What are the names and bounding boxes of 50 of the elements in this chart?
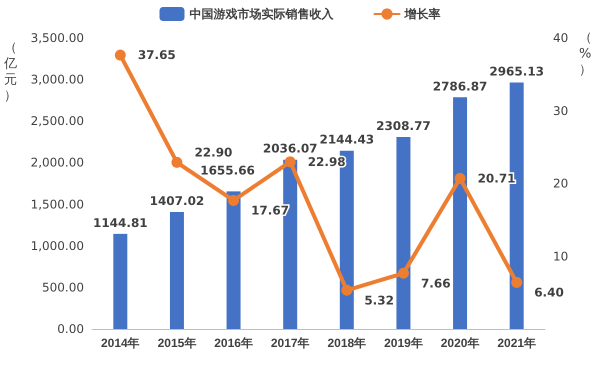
data-label: 5.32 [364,293,394,308]
y-tick-label: 1,000.00 [30,238,84,253]
data-label: 7.66 [420,276,451,290]
y2-axis-title: （%） [579,30,592,78]
x-tick-label: 2021年 [497,336,536,350]
y2-tick-label: 30 [553,104,568,118]
y-tick-label: 0.00 [57,322,84,336]
y2-tick-label: 20 [553,176,568,190]
x-tick-label: 2014年 [100,336,140,350]
bar [396,137,410,329]
bar [113,234,128,329]
x-tick-label: 2017年 [270,336,310,350]
y-tick-label: 2,000.00 [30,156,84,170]
x-tick-label: 2019年 [384,336,423,350]
data-label: 2144.43 [319,132,374,147]
x-tick-label: 2015年 [158,336,196,350]
data-label: 37.65 [138,48,176,62]
data-label: 2786.87 [432,79,488,94]
point [454,172,466,184]
bar [170,212,184,329]
x-tick-label: 2016年 [214,336,253,350]
point [114,50,126,61]
legend-label: 中国游戏市场实际销售收入 [190,7,334,21]
data-label: 22.90 [194,145,232,160]
legend-label: 增长率 [404,7,440,21]
data-label: 2308.77 [376,119,431,134]
data-label: 2036.07 [262,142,318,156]
bar [453,97,468,329]
point [398,268,409,279]
data-label: 6.40 [534,285,564,300]
y-tick-label: 3,500.00 [30,31,84,45]
data-label: 1144.81 [92,216,148,230]
point [341,284,352,296]
data-label: 1407.02 [150,194,204,208]
y-tick-label: 1,500.00 [30,197,84,212]
x-tick-label: 2018年 [327,336,366,350]
y-tick-label: 500.00 [42,280,84,294]
point [284,156,296,168]
data-label: 1655.66 [200,163,255,178]
point [228,194,240,206]
point [171,156,182,168]
y2-tick-label: 40 [553,31,568,45]
y-axis-title: （亿元） [3,40,17,104]
point [511,276,522,288]
x-tick-label: 2020年 [440,336,480,350]
bar [226,191,241,329]
y-tick-label: 2,500.00 [30,114,84,128]
data-label: 2965.13 [489,64,544,78]
y2-tick-label: 10 [553,249,568,264]
y-tick-label: 3,000.00 [30,72,84,87]
